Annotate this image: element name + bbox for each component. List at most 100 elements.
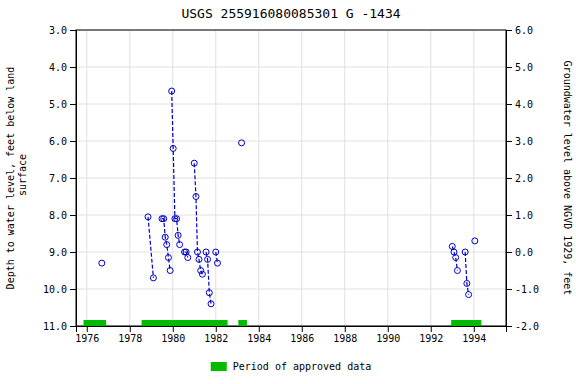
tick-label: 6.0	[49, 136, 67, 147]
tick-label: 1984	[247, 333, 271, 344]
legend-item: Period of approved data	[211, 361, 371, 372]
tick-mark	[345, 326, 346, 332]
axis-line	[507, 31, 513, 327]
tick-label: 1986	[290, 333, 314, 344]
tick: 6.0	[49, 136, 76, 147]
series	[182, 249, 191, 261]
tick: 1994	[462, 326, 486, 344]
tick: 0.0	[506, 247, 533, 258]
point	[161, 216, 167, 222]
tick-mark	[70, 30, 76, 31]
grid-line-y	[76, 141, 506, 142]
point	[203, 249, 209, 255]
tick-mark	[474, 326, 475, 332]
tick-label: 2.0	[515, 173, 533, 184]
point	[454, 268, 460, 274]
grid-line-y	[76, 67, 506, 68]
tick: 1992	[419, 326, 443, 344]
point	[150, 275, 156, 281]
series	[213, 249, 221, 266]
y-axis-title: Depth to water level, feet below land su…	[5, 67, 28, 290]
tick-mark	[506, 141, 512, 142]
series	[145, 214, 156, 281]
point	[99, 260, 105, 266]
tick-label: 7.0	[49, 173, 67, 184]
tick-mark	[130, 326, 131, 332]
tick-mark	[259, 326, 260, 332]
point	[164, 242, 170, 248]
tick-mark	[506, 30, 512, 31]
series	[449, 243, 460, 273]
tick-label: 5.0	[49, 99, 67, 110]
y-axis-title-line: Depth to water level, feet below land	[5, 67, 16, 290]
axis-line	[70, 31, 77, 327]
tick: 1988	[333, 326, 357, 344]
marks	[84, 88, 482, 326]
point	[196, 256, 202, 262]
tick: 1984	[247, 326, 271, 344]
tick: 1978	[118, 326, 142, 344]
tick: 1980	[161, 326, 185, 344]
point	[208, 301, 214, 307]
tick-label: 1992	[419, 333, 443, 344]
tick-label: 1982	[204, 333, 228, 344]
tick-mark	[70, 252, 76, 253]
grid-line-y	[76, 252, 506, 253]
y2-axis: 6.05.04.03.02.01.00.0-1.0-2.0	[506, 25, 539, 332]
approved-bar	[142, 320, 228, 326]
tick-mark	[506, 326, 512, 327]
tick: 4.0	[49, 62, 76, 73]
tick: 9.0	[49, 247, 76, 258]
line	[172, 91, 180, 245]
tick-label: 9.0	[49, 247, 67, 258]
grid-line-y	[76, 215, 506, 216]
tick-mark	[216, 326, 217, 332]
series	[191, 160, 205, 277]
tick-mark	[506, 104, 512, 105]
point	[206, 290, 212, 296]
tick: 2.0	[506, 173, 533, 184]
point	[453, 255, 459, 261]
approved-bar	[451, 320, 481, 326]
tick: 11.0	[43, 321, 76, 332]
point	[145, 214, 151, 220]
tick-mark	[70, 289, 76, 290]
tick-mark	[506, 215, 512, 216]
point	[167, 268, 173, 274]
tick-label: 1980	[161, 333, 185, 344]
tick-mark	[70, 141, 76, 142]
tick: -2.0	[506, 321, 539, 332]
line	[194, 163, 202, 274]
tick-mark	[388, 326, 389, 332]
plot-frame	[76, 30, 506, 326]
tick: 6.0	[506, 25, 533, 36]
x-axis: 1976 1978 1980 1982 1984 1986 1988 1990 1992 1994	[75, 326, 506, 344]
line	[465, 252, 468, 295]
series	[239, 140, 245, 146]
tick-mark	[70, 104, 76, 105]
tick: 1982	[204, 326, 228, 344]
tick-mark	[173, 326, 174, 332]
point	[466, 292, 472, 298]
point	[162, 234, 168, 240]
tick: 1976	[75, 326, 99, 344]
tick-label: 1978	[118, 333, 142, 344]
y-axis: 3.04.05.06.07.08.09.010.011.0	[43, 25, 77, 332]
tick: 3.0	[49, 25, 76, 36]
point	[462, 249, 468, 255]
point	[472, 238, 478, 244]
series	[203, 249, 214, 307]
tick: 8.0	[49, 210, 76, 221]
point	[199, 271, 205, 277]
tick-label: 1976	[75, 333, 99, 344]
title: USGS 255916080085301 G -1434	[181, 6, 400, 21]
series	[462, 249, 471, 298]
tick: 1.0	[506, 210, 533, 221]
point	[174, 216, 180, 222]
point	[205, 256, 211, 262]
tick-label: 1990	[376, 333, 400, 344]
plot: 1976 1978 1980 1982 1984 1986 1988 1990 1992 1994…	[43, 25, 539, 344]
tick: 1986	[290, 326, 314, 344]
line	[216, 252, 218, 263]
point	[170, 145, 176, 151]
